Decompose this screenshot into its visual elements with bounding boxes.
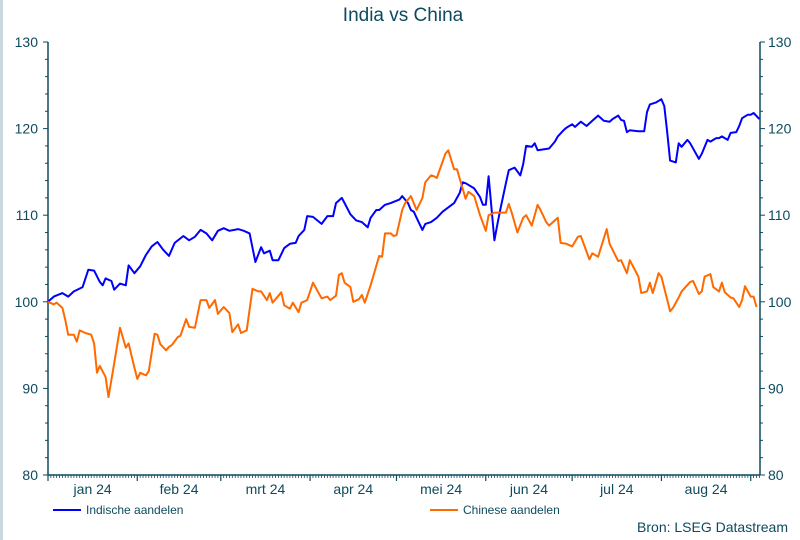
series-india (47, 98, 761, 303)
series-line-india (47, 98, 761, 303)
y-tick-label-right: 120 (768, 121, 792, 137)
y-tick-label-right: 90 (768, 380, 784, 396)
x-tick-label: mrt 24 (246, 481, 286, 497)
x-tick-label: aug 24 (685, 481, 728, 497)
legend-swatch-china (430, 509, 458, 511)
series-line-china (47, 149, 758, 399)
x-tick-label: mei 24 (420, 481, 462, 497)
y-tick-label-right: 130 (768, 34, 792, 50)
y-tick-label-left: 130 (15, 34, 39, 50)
line-chart: 80 80 90 90 100 100 110 110 120 120 130 130 jan 24 fe… (15, 34, 792, 497)
chart-title: India vs China (342, 5, 464, 26)
y-tick-label-left: 90 (22, 380, 38, 396)
legend-item-india: Indische aandelen (53, 503, 183, 517)
legend-item-china: Chinese aandelen (430, 503, 560, 517)
y-tick-label-right: 80 (768, 467, 784, 483)
y-tick-label-left: 110 (16, 207, 39, 223)
series-china (47, 149, 758, 399)
x-tick-label: jan 24 (73, 481, 112, 497)
x-tick-label: jul 24 (599, 481, 634, 497)
y-tick-label-right: 100 (768, 294, 792, 310)
y-tick-label-left: 120 (15, 121, 39, 137)
y-tick-label-left: 80 (22, 467, 38, 483)
x-tick-label: jun 24 (509, 481, 548, 497)
y-tick-label-right: 110 (768, 207, 791, 223)
legend-label-china: Chinese aandelen (463, 503, 560, 517)
source-note: Bron: LSEG Datastream (637, 519, 788, 535)
legend-swatch-india (53, 509, 81, 511)
legend-label-india: Indische aandelen (86, 503, 184, 517)
x-tick-label: apr 24 (333, 481, 373, 497)
x-tick-label: feb 24 (160, 481, 199, 497)
y-tick-label-left: 100 (15, 294, 39, 310)
